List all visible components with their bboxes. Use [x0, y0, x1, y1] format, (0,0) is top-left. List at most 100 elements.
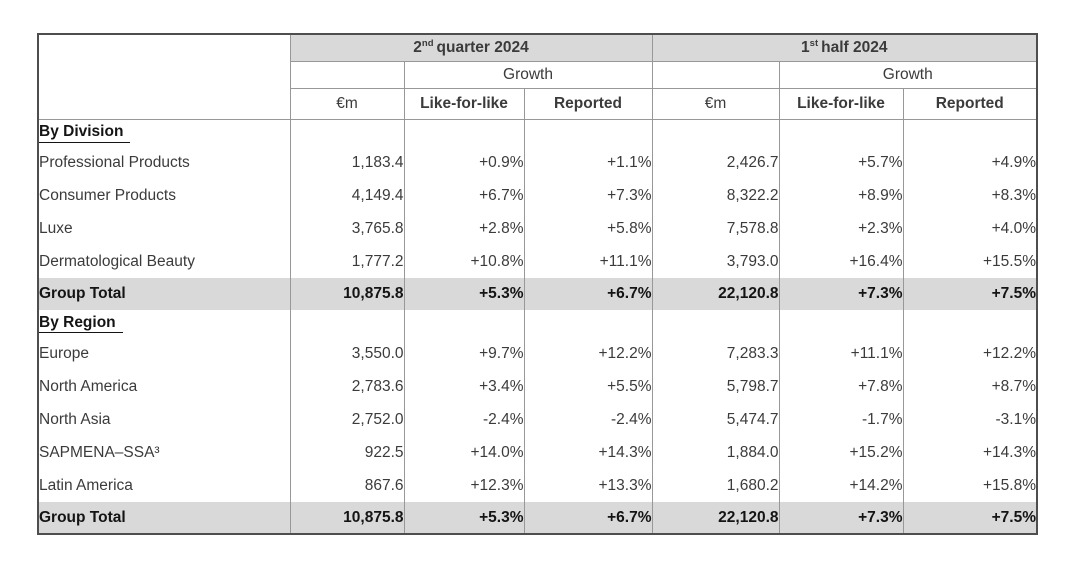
empty-cell: [779, 310, 904, 337]
value-cell: 2,752.0: [290, 403, 405, 436]
value-cell: 922.5: [290, 436, 405, 469]
value-cell: 1,777.2: [290, 245, 405, 278]
value-cell: +8.7%: [991, 377, 1036, 395]
value-cell: +15.2%: [779, 436, 904, 469]
value-cell: +10.8%: [404, 245, 525, 278]
value-cell: +14.0%: [404, 436, 525, 469]
h1-ordinal-suffix: st: [809, 38, 819, 50]
table-row-consumer-products: Consumer Products 4,149.4 +6.7% +7.3% 8,…: [38, 179, 1037, 212]
table-row-latin-america: Latin America 867.6 +12.3% +13.3% 1,680.…: [38, 469, 1037, 502]
value-cell: 10,875.8: [290, 278, 405, 310]
empty-cell: [652, 61, 780, 89]
value-cell: +8.3%: [991, 186, 1036, 204]
value-cell: +14.3%: [524, 436, 653, 469]
empty-cell: [290, 61, 405, 89]
value-cell: +8.9%: [779, 179, 904, 212]
table-row-europe: Europe 3,550.0 +9.7% +12.2% 7,283.3 +11.…: [38, 337, 1037, 370]
value-cell: +6.7%: [404, 179, 525, 212]
value-cell: 1,680.2: [652, 469, 780, 502]
value-cell: +7.3%: [524, 179, 653, 212]
row-label: SAPMENA–SSA³: [38, 436, 291, 469]
h1-label: half 2024: [821, 39, 888, 57]
reported-header-h1: Reported: [903, 88, 1037, 120]
section-title-region: By Region: [39, 314, 123, 334]
value-cell: +5.5%: [524, 370, 653, 403]
lfl-header-q2: Like-for-like: [404, 88, 525, 120]
section-header-row-division: By Division: [38, 119, 1037, 146]
value-cell: +12.3%: [404, 469, 525, 502]
value-cell: +14.2%: [779, 469, 904, 502]
value-cell: +12.2%: [524, 337, 653, 370]
h1-period-header: 1st half 2024: [652, 34, 1037, 62]
corner-cell: [38, 34, 291, 120]
value-cell: -2.4%: [524, 403, 653, 436]
results-table: 2nd quarter 2024 1st half 2024 Growth Grow…: [37, 33, 1038, 535]
value-cell: 5,798.7: [652, 370, 780, 403]
section-header-row-region: By Region: [38, 310, 1037, 337]
value-cell: +7.5%: [903, 502, 1037, 534]
row-label: Professional Products: [38, 146, 291, 179]
value-cell: +7.3%: [779, 278, 904, 310]
growth-header-row: Growth Growth: [38, 61, 1037, 89]
table-row-sapmena-ssa: SAPMENA–SSA³ 922.5 +14.0% +14.3% 1,884.0…: [38, 436, 1037, 469]
value-cell: 10,875.8: [290, 502, 405, 534]
value-cell: +15.8%: [982, 476, 1036, 494]
value-cell: 3,765.8: [290, 212, 405, 245]
table-row-dermatological-beauty: Dermatological Beauty 1,777.2 +10.8% +11…: [38, 245, 1037, 278]
value-cell: +7.3%: [779, 502, 904, 534]
empty-cell: [404, 119, 525, 146]
value-cell: 22,120.8: [652, 278, 780, 310]
value-cell: 7,283.3: [652, 337, 780, 370]
value-cell: +13.3%: [524, 469, 653, 502]
value-cell: 4,149.4: [290, 179, 405, 212]
value-cell: -2.4%: [404, 403, 525, 436]
value-cell: -3.1%: [995, 410, 1037, 428]
value-cell: 1,884.0: [652, 436, 780, 469]
row-label: Europe: [38, 337, 291, 370]
value-cell: 5,474.7: [652, 403, 780, 436]
table-row-luxe: Luxe 3,765.8 +2.8% +5.8% 7,578.8 +2.3% +…: [38, 212, 1037, 245]
lfl-header-h1: Like-for-like: [779, 88, 904, 120]
value-cell: 22,120.8: [652, 502, 780, 534]
value-cell: +12.2%: [982, 344, 1036, 362]
eurm-header-h1: €m: [652, 88, 780, 120]
value-cell: +6.7%: [524, 278, 653, 310]
empty-cell: [524, 310, 653, 337]
value-cell: +6.7%: [524, 502, 653, 534]
value-cell: +4.9%: [991, 153, 1036, 171]
table-row-professional-products: Professional Products 1,183.4 +0.9% +1.1…: [38, 146, 1037, 179]
section-title-cell: By Division: [38, 119, 291, 146]
row-label: North America: [38, 370, 291, 403]
row-label: Consumer Products: [38, 179, 291, 212]
empty-cell: [290, 310, 405, 337]
value-cell: +14.3%: [982, 443, 1036, 461]
value-cell: 2,426.7: [652, 146, 780, 179]
row-label: Group Total: [38, 278, 291, 310]
table-row-group-total-region: Group Total 10,875.8 +5.3% +6.7% 22,120.…: [38, 502, 1037, 534]
value-cell: +5.7%: [779, 146, 904, 179]
value-cell: +5.8%: [524, 212, 653, 245]
q2-number: 2: [413, 39, 422, 57]
growth-header-q2: Growth: [404, 61, 653, 89]
value-cell: +3.4%: [404, 370, 525, 403]
value-cell: +0.9%: [404, 146, 525, 179]
q2-period-header: 2nd quarter 2024: [290, 34, 653, 62]
growth-header-h1: Growth: [779, 61, 1037, 89]
value-cell: +5.3%: [404, 278, 525, 310]
value-cell: +2.3%: [779, 212, 904, 245]
empty-cell: [404, 310, 525, 337]
value-cell: +5.3%: [404, 502, 525, 534]
table-row-north-asia: North Asia 2,752.0 -2.4% -2.4% 5,474.7 -…: [38, 403, 1037, 436]
value-cell: 2,783.6: [290, 370, 405, 403]
column-header-row: €m Like-for-like Reported €m Like-for-li…: [38, 88, 1037, 120]
empty-cell: [903, 310, 1037, 337]
reported-header-q2: Reported: [524, 88, 653, 120]
q2-ordinal-suffix: nd: [421, 38, 434, 50]
table-row-north-america: North America 2,783.6 +3.4% +5.5% 5,798.…: [38, 370, 1037, 403]
value-cell: 3,793.0: [652, 245, 780, 278]
value-cell: +15.5%: [982, 252, 1036, 270]
row-label: Latin America: [38, 469, 291, 502]
empty-cell: [652, 119, 780, 146]
value-cell: +11.1%: [524, 245, 653, 278]
